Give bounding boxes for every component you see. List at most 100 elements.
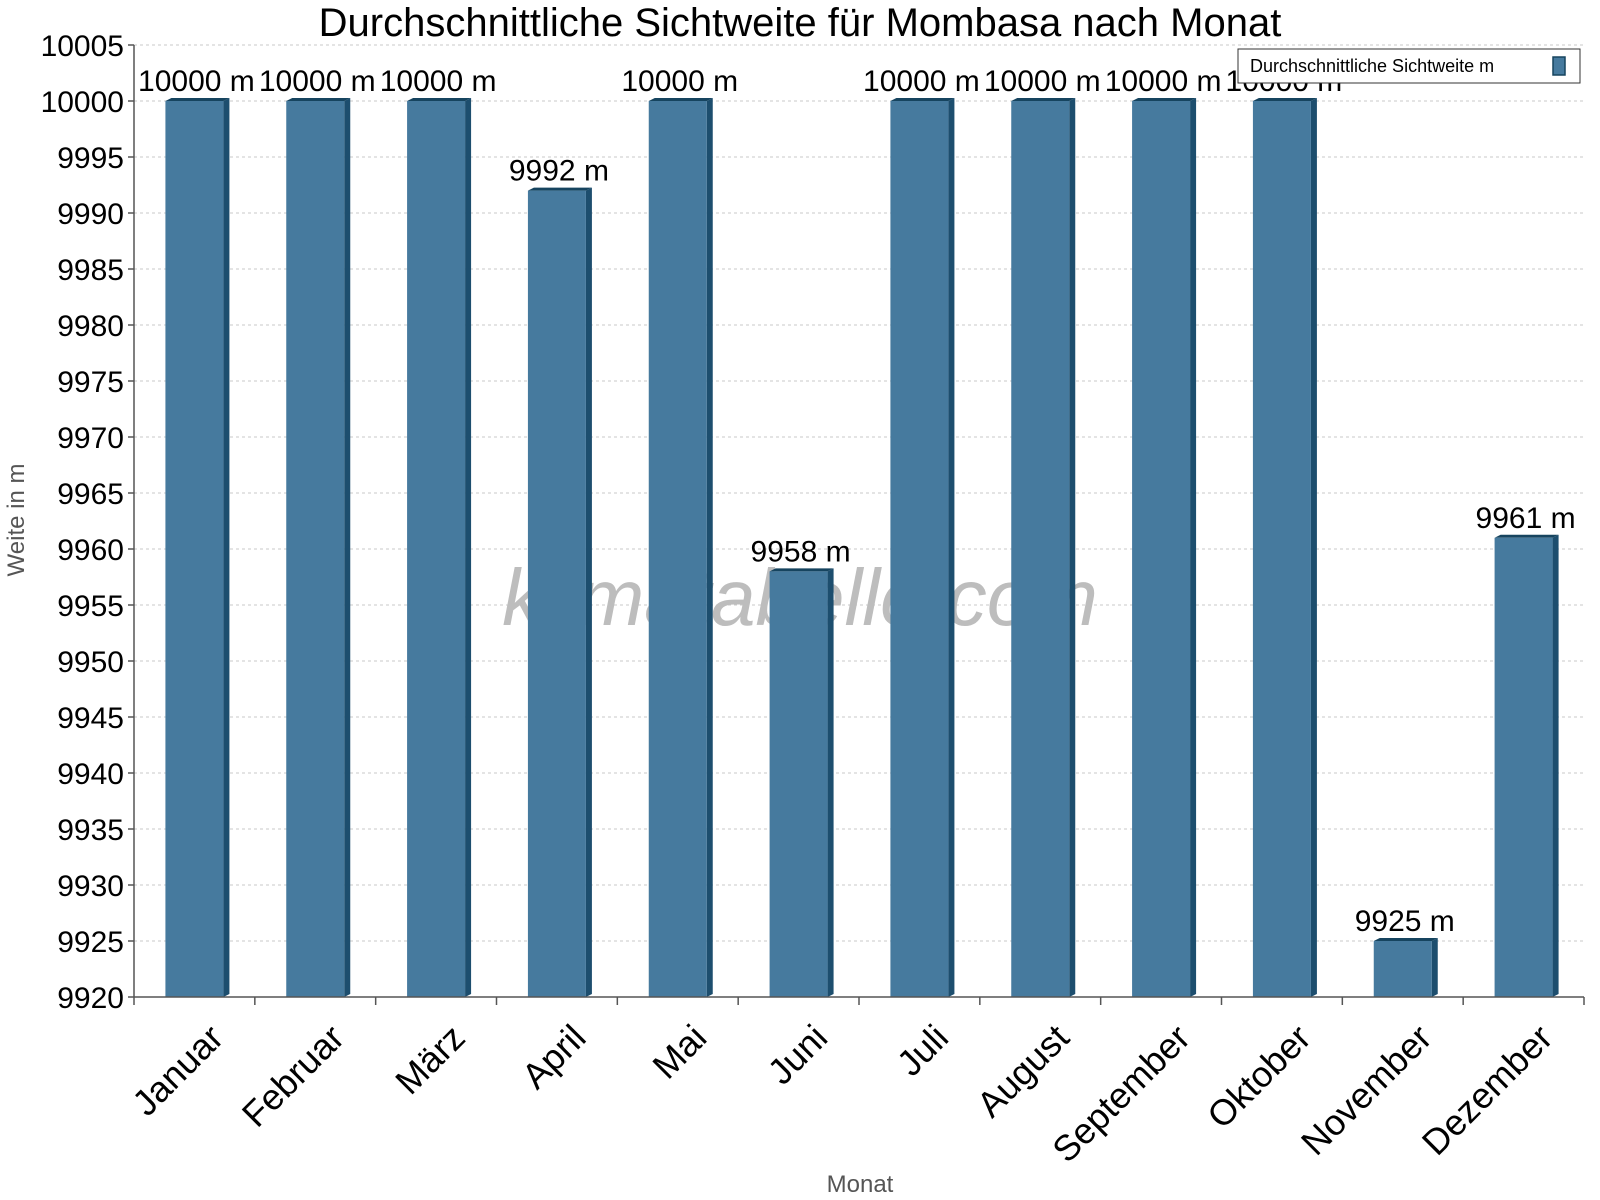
bar-top — [165, 98, 230, 101]
bar-side — [344, 98, 351, 997]
y-tick-label: 9920 — [57, 982, 124, 1015]
bar-3 — [407, 98, 472, 997]
legend-swatch — [1552, 56, 1566, 76]
x-tick-label: Oktober — [1199, 1017, 1319, 1137]
data-label: 10000 m — [1105, 65, 1222, 98]
x-tick-label: Juli — [889, 1017, 956, 1084]
bar-side — [706, 98, 713, 997]
x-tick-label: April — [514, 1017, 594, 1097]
bar-front — [769, 571, 828, 997]
x-ticks: Januar Februar März April Mai Juni Juli AugustS… — [124, 997, 1585, 1170]
y-tick-label: 9995 — [57, 142, 124, 175]
bar-top — [769, 568, 834, 572]
bar-front — [286, 101, 345, 997]
bar-front — [527, 190, 586, 998]
bar-12 — [1494, 534, 1559, 997]
data-label: 10000 m — [380, 65, 497, 98]
legend-label: Durchschnittliche Sichtweite m — [1250, 56, 1494, 76]
bar-front — [1011, 101, 1070, 997]
data-label: 10000 m — [259, 65, 376, 98]
bar-side — [1190, 98, 1197, 997]
bar-front — [648, 101, 707, 997]
x-tick-label: August — [969, 1017, 1077, 1125]
bar-front — [165, 101, 224, 997]
bar-5 — [648, 98, 713, 997]
y-tick-label: 9925 — [57, 926, 124, 959]
bar-side — [585, 187, 592, 998]
data-label: 9958 m — [751, 535, 851, 568]
bar-top — [648, 98, 713, 101]
x-tick-label: Februar — [234, 1017, 352, 1135]
data-label: 10000 m — [138, 65, 255, 98]
axes — [133, 45, 1584, 998]
y-tick-label: 9930 — [57, 870, 124, 903]
bar-2 — [286, 98, 351, 997]
bar-4 — [527, 187, 592, 998]
bar-side — [1069, 98, 1076, 997]
bar-top — [1494, 534, 1559, 538]
chart-title: Durchschnittliche Sichtweite für Mombasa… — [319, 1, 1282, 45]
bar-side — [223, 98, 230, 997]
bar-7 — [890, 98, 955, 997]
y-tick-label: 9960 — [57, 534, 124, 567]
bar-top — [286, 98, 351, 101]
bar-front — [1132, 101, 1191, 997]
y-tick-label: 9975 — [57, 366, 124, 399]
y-tick-label: 9990 — [57, 198, 124, 231]
bar-1 — [165, 98, 230, 997]
bar-6 — [769, 568, 834, 997]
data-label: 10000 m — [863, 65, 980, 98]
y-tick-label: 9935 — [57, 814, 124, 847]
bar-front — [1252, 101, 1311, 997]
bar-top — [527, 187, 592, 191]
bar-top — [1132, 98, 1197, 101]
x-tick-label: Januar — [124, 1017, 231, 1124]
bar-front — [407, 101, 466, 997]
bar-top — [407, 98, 472, 101]
y-tick-label: 9950 — [57, 646, 124, 679]
legend: Durchschnittliche Sichtweite m — [1237, 48, 1581, 84]
y-tick-label: 10005 — [41, 30, 124, 63]
bar-top — [890, 98, 955, 101]
bar-top — [1373, 938, 1438, 941]
y-tick-label: 9980 — [57, 310, 124, 343]
y-tick-label: 9955 — [57, 590, 124, 623]
x-tick-label: Juni — [760, 1017, 836, 1093]
data-label: 10000 m — [984, 65, 1101, 98]
bar-side — [1310, 98, 1317, 997]
x-axis-title: Monat — [827, 1171, 894, 1198]
legend-box — [1237, 48, 1581, 84]
bar-side — [465, 98, 472, 997]
grid-lines — [134, 44, 1584, 942]
bar-side — [1552, 534, 1559, 997]
bar-side — [827, 568, 834, 997]
bar-top — [1011, 98, 1076, 101]
y-tick-label: 9940 — [57, 758, 124, 791]
bar-8 — [1011, 98, 1076, 997]
data-label: 9925 m — [1355, 905, 1455, 938]
bar-front — [890, 101, 949, 997]
bar-10 — [1252, 98, 1317, 997]
y-tick-label: 9985 — [57, 254, 124, 287]
bar-top — [1252, 98, 1317, 101]
bar-side — [1431, 938, 1438, 997]
data-label: 10000 m — [621, 65, 738, 98]
bar-side — [948, 98, 955, 997]
x-tick-label: Dezember — [1414, 1017, 1560, 1163]
bars — [165, 98, 1559, 998]
bar-9 — [1132, 98, 1197, 997]
data-label: 9992 m — [509, 155, 609, 188]
bar-front — [1494, 537, 1553, 997]
bar-front — [1373, 941, 1432, 997]
y-tick-label: 9965 — [57, 478, 124, 511]
x-tick-label: Mai — [644, 1017, 714, 1087]
data-label: 9961 m — [1476, 502, 1576, 535]
x-tick-label: März — [387, 1017, 473, 1103]
bar-11 — [1373, 938, 1438, 997]
y-tick-label: 9970 — [57, 422, 124, 455]
y-axis-title: Weite in m — [3, 464, 30, 577]
y-ticks: 9920 9925 9930 9935 9940 9945 9950 9955 9960 9965… — [41, 30, 134, 1015]
y-tick-label: 9945 — [57, 702, 124, 735]
